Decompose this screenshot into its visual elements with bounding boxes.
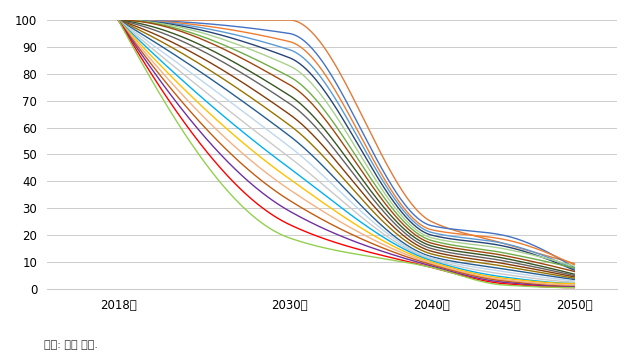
Text: 자료: 저자 작성.: 자료: 저자 작성.	[44, 340, 98, 350]
